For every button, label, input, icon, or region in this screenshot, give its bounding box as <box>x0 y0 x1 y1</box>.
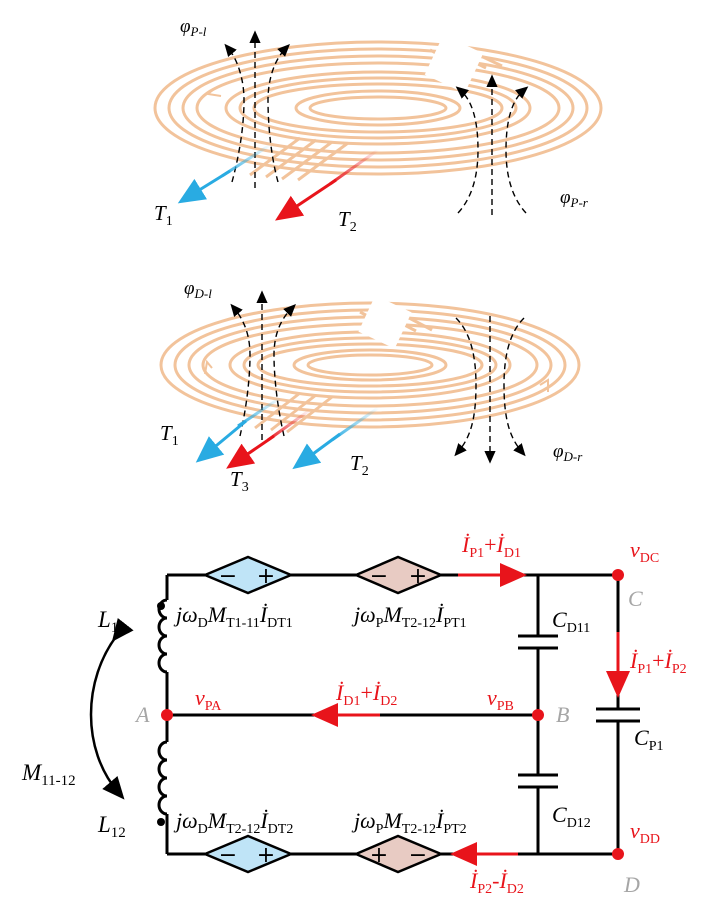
label-current-top: İP1+İD1 <box>461 532 521 561</box>
label-vPB: vPB <box>487 685 514 714</box>
terminal-T1-arrow <box>177 143 271 204</box>
terminal-label-T1-mid: T1 <box>160 421 179 449</box>
label-current-mid: İD1+İD2 <box>335 680 397 709</box>
coil-direction-arrow-left <box>204 359 213 375</box>
label-src-top-right: jωPMT2-12İPT1 <box>351 602 467 631</box>
secondary-coil-gaps <box>358 295 412 349</box>
label-L11: L11 <box>97 607 125 636</box>
polarity: + <box>370 843 388 868</box>
label-CD11: CD11 <box>552 607 590 636</box>
coil-direction-arrow <box>205 87 222 97</box>
primary-coil-gaps <box>424 34 484 94</box>
label-vDD: vDD <box>630 818 660 847</box>
terminal-T1-arrow-mid <box>195 396 281 463</box>
primary-coil-panel: φP-l φP-r T1 T2 <box>153 16 603 235</box>
secondary-coil-panel: φD-l φD-r T1 T3 T2 <box>159 278 583 495</box>
flux-label-D-r: φD-r <box>553 441 583 464</box>
terminal-T3-arrow <box>226 408 311 469</box>
polarity: + <box>257 843 275 868</box>
source-bottom-left: − + <box>201 834 295 874</box>
label-current-bottom: İP2-İD2 <box>469 868 524 897</box>
node-B <box>532 709 544 721</box>
label-M11-12: M11-12 <box>21 760 76 789</box>
polarity: − <box>219 843 237 868</box>
dot-L11 <box>157 602 165 610</box>
label-src-bottom-right: jωPMT2-12İPT2 <box>351 808 467 837</box>
label-L12: L12 <box>97 812 126 841</box>
label-src-bottom-left: jωDMT2-12İDT2 <box>173 808 293 837</box>
node-label-A: A <box>134 702 150 727</box>
terminal-T2-arrow <box>275 148 379 221</box>
equivalent-circuit: − + − + − + + − L11 L12 M11-12 <box>21 532 687 897</box>
label-CD12: CD12 <box>552 802 591 831</box>
terminal-label-T2: T2 <box>338 207 357 235</box>
inductor-L12 <box>157 740 168 816</box>
label-src-top-left: jωDMT1-11İDT1 <box>173 602 293 631</box>
node-C <box>612 569 624 581</box>
label-CP1: CP1 <box>634 725 663 754</box>
label-vDC: vDC <box>630 537 659 566</box>
source-top-right: − + <box>352 555 445 595</box>
flux-label-P-l: φP-l <box>180 16 207 39</box>
node-A <box>161 709 173 721</box>
flux-label-D-l: φD-l <box>184 278 212 301</box>
node-label-B: B <box>556 702 569 727</box>
dot-L12 <box>157 818 165 826</box>
flux-lines-D-r <box>454 316 526 464</box>
terminal-T2-arrow-mid <box>292 406 379 470</box>
label-current-right: İP1+İP2 <box>629 648 687 677</box>
terminal-label-T2-mid: T2 <box>350 451 369 479</box>
cap-CD12 <box>518 773 558 789</box>
node-label-C: C <box>628 586 643 611</box>
polarity: + <box>257 564 275 589</box>
node-D <box>612 848 624 860</box>
source-bottom-right: + − <box>352 834 445 874</box>
polarity: − <box>409 843 427 868</box>
polarity: − <box>219 564 237 589</box>
polarity: − <box>370 564 388 589</box>
cap-CD11 <box>518 634 558 650</box>
polarity: + <box>409 564 427 589</box>
terminal-label-T3: T3 <box>230 467 249 495</box>
inductor-L11 <box>157 598 168 674</box>
source-top-left: − + <box>201 555 295 595</box>
terminal-label-T1: T1 <box>154 201 173 229</box>
mutual-arc <box>89 617 134 800</box>
flux-lines-P-l <box>224 30 290 188</box>
cap-CP1 <box>596 707 640 723</box>
coil-direction-arrow-right <box>539 378 549 392</box>
flux-lines-P-r <box>455 74 529 215</box>
primary-coil-windings <box>153 40 603 182</box>
flux-label-P-r: φP-r <box>560 187 589 210</box>
label-vPA: vPA <box>195 685 222 714</box>
flux-lines-D-l <box>230 290 296 440</box>
node-label-D: D <box>623 872 640 897</box>
